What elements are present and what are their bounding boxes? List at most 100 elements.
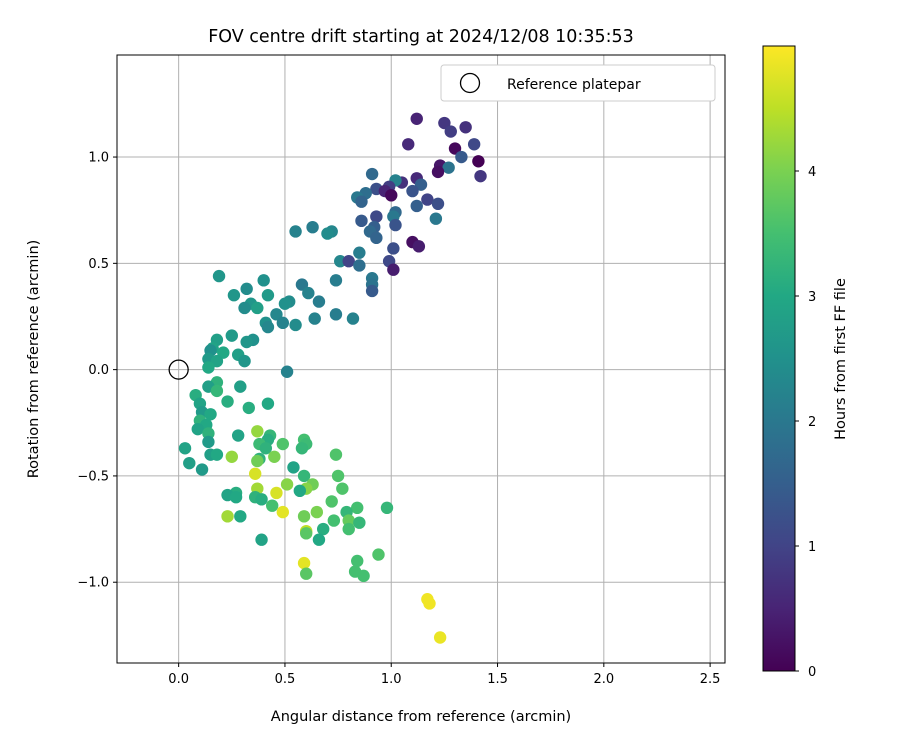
data-point — [259, 442, 273, 455]
data-point — [183, 456, 196, 470]
data-point — [293, 484, 307, 498]
data-point — [438, 116, 451, 130]
data-point — [297, 469, 311, 483]
data-point — [202, 361, 215, 374]
data-point — [238, 354, 251, 368]
data-point — [385, 189, 398, 202]
data-point — [334, 255, 347, 268]
legend-label: Reference platepar — [507, 77, 641, 93]
data-point — [429, 212, 443, 225]
data-point — [321, 227, 334, 240]
reference-marker-layer — [168, 359, 189, 380]
data-point — [353, 516, 366, 529]
data-point — [289, 318, 302, 332]
data-point — [202, 427, 215, 440]
data-point — [357, 569, 370, 583]
x-tick-label: 2.5 — [700, 672, 721, 687]
data-point — [289, 225, 302, 238]
data-point — [178, 442, 192, 455]
colorbar-label: Hours from first FF file — [833, 278, 849, 440]
data-point — [202, 435, 215, 449]
data-point — [467, 138, 481, 151]
data-point — [270, 486, 283, 500]
data-point — [310, 505, 324, 519]
data-point — [302, 286, 315, 300]
data-point — [251, 454, 264, 468]
data-point — [248, 467, 262, 480]
data-point — [276, 316, 290, 330]
data-point — [312, 295, 326, 308]
data-point — [472, 155, 485, 168]
data-point — [355, 214, 368, 228]
x-tick-label: 2.0 — [593, 672, 614, 687]
plot-frame — [116, 54, 726, 664]
data-point — [195, 463, 209, 476]
data-point — [336, 482, 349, 495]
data-point — [261, 289, 275, 302]
data-point — [251, 301, 264, 315]
data-point — [191, 422, 204, 436]
data-point — [297, 510, 311, 523]
data-point — [297, 556, 311, 570]
data-point — [346, 312, 360, 325]
data-point — [295, 442, 309, 455]
data-point — [210, 448, 224, 461]
data-point — [459, 121, 472, 134]
data-point — [342, 514, 355, 527]
data-point — [210, 384, 224, 398]
x-tick-label: 1.0 — [381, 672, 402, 687]
data-point — [423, 597, 436, 610]
chart-title: FOV centre drift starting at 2024/12/08 … — [208, 27, 634, 47]
data-point — [353, 246, 366, 259]
data-point — [351, 554, 364, 568]
data-point — [327, 514, 341, 527]
data-point — [317, 522, 330, 536]
data-point — [227, 289, 241, 302]
y-axis-label: Rotation from reference (arcmin) — [26, 240, 42, 479]
data-point — [351, 501, 364, 515]
data-point — [387, 263, 400, 276]
data-point — [414, 178, 428, 191]
data-point — [329, 448, 343, 461]
y-tick-label: 0.5 — [88, 257, 109, 272]
data-point — [242, 401, 256, 415]
data-point — [342, 255, 355, 268]
data-point — [268, 450, 281, 463]
data-point — [300, 527, 313, 540]
y-tick-label: −1.0 — [77, 576, 109, 591]
data-point — [212, 269, 226, 283]
data-point — [276, 505, 290, 519]
data-point — [402, 138, 415, 151]
data-point — [240, 335, 253, 349]
colorbar-tick-label: 1 — [808, 540, 816, 555]
data-point — [300, 567, 313, 580]
data-point — [474, 169, 487, 183]
data-point — [306, 220, 319, 234]
data-point — [410, 199, 423, 213]
data-point — [455, 150, 468, 164]
data-point — [308, 312, 321, 325]
data-point — [280, 478, 294, 491]
grid — [117, 55, 725, 663]
data-point — [370, 210, 383, 223]
data-point — [353, 259, 366, 272]
colorbar-tick-label: 2 — [808, 415, 816, 430]
y-tick-label: 1.0 — [88, 151, 109, 166]
x-axis-label: Angular distance from reference (arcmin) — [271, 709, 571, 725]
data-point — [255, 533, 268, 546]
data-point — [431, 165, 445, 179]
y-axis-ticks: 1.0 0.5 0.0 −0.5 −1.0 — [77, 151, 117, 591]
data-points — [178, 112, 487, 644]
x-tick-label: 1.5 — [487, 672, 508, 687]
data-point — [331, 469, 345, 483]
data-point — [217, 346, 230, 359]
data-point — [204, 408, 217, 421]
data-point — [221, 510, 234, 523]
legend-marker-open-circle — [459, 72, 481, 94]
data-point — [265, 499, 279, 512]
data-point — [355, 195, 368, 208]
data-point — [225, 450, 238, 463]
data-point — [251, 425, 264, 438]
colorbar-tick-label: 0 — [808, 665, 816, 680]
